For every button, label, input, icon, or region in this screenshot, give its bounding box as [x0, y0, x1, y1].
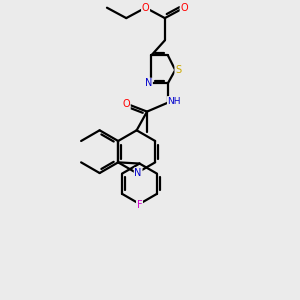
Text: S: S: [175, 65, 181, 75]
Text: O: O: [142, 3, 149, 13]
Text: N: N: [145, 78, 152, 88]
Text: N: N: [134, 168, 142, 178]
Text: F: F: [137, 200, 142, 210]
Text: O: O: [180, 3, 188, 13]
Text: O: O: [122, 99, 130, 109]
Text: NH: NH: [168, 97, 181, 106]
